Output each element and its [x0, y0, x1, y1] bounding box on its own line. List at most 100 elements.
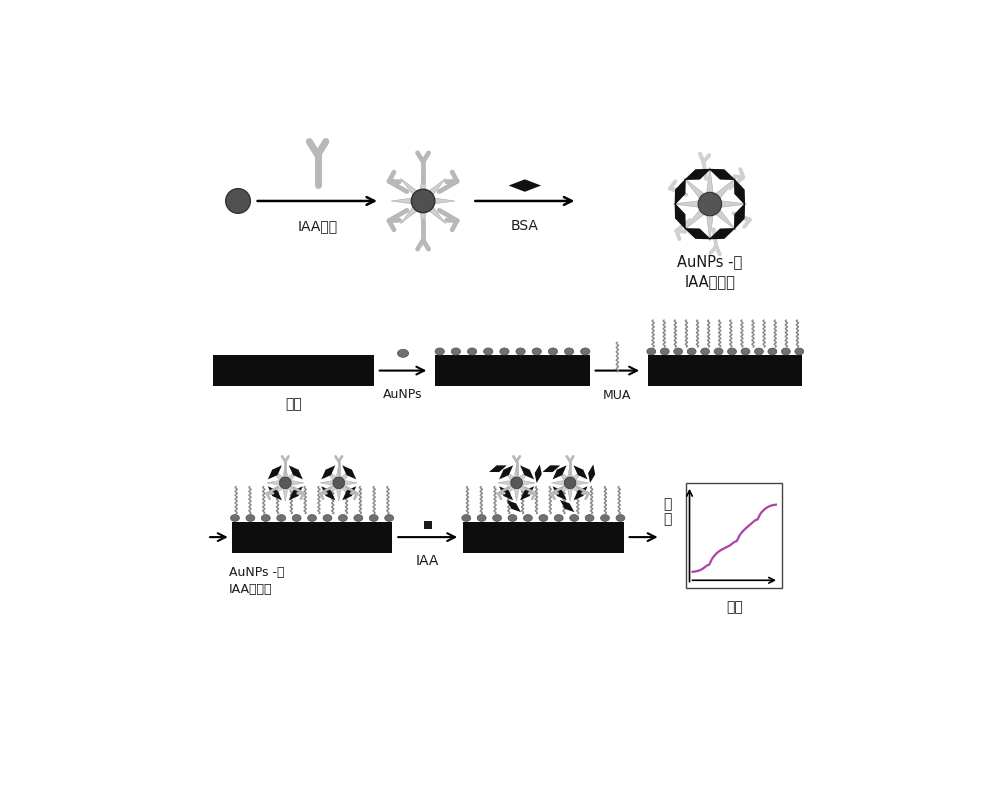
Ellipse shape [701, 348, 710, 355]
Polygon shape [734, 178, 745, 205]
Ellipse shape [570, 514, 579, 521]
Ellipse shape [741, 348, 750, 355]
Ellipse shape [308, 514, 316, 521]
Polygon shape [498, 465, 535, 501]
Polygon shape [289, 465, 303, 480]
Ellipse shape [601, 514, 609, 521]
Ellipse shape [467, 348, 477, 355]
Polygon shape [675, 178, 686, 205]
Polygon shape [520, 486, 534, 501]
Ellipse shape [532, 348, 541, 355]
Ellipse shape [354, 514, 363, 521]
Polygon shape [560, 500, 574, 512]
Ellipse shape [523, 514, 532, 521]
Polygon shape [506, 500, 521, 512]
Polygon shape [520, 465, 534, 480]
Ellipse shape [484, 348, 493, 355]
Bar [463, 521, 624, 553]
Ellipse shape [261, 514, 270, 521]
Ellipse shape [323, 514, 332, 521]
Ellipse shape [477, 514, 486, 521]
Ellipse shape [338, 514, 347, 521]
Ellipse shape [585, 514, 594, 521]
Bar [424, 521, 432, 529]
Text: AuNPs: AuNPs [383, 388, 423, 400]
Ellipse shape [369, 514, 378, 521]
Text: 电
流: 电 流 [664, 497, 672, 526]
Ellipse shape [554, 514, 563, 521]
Polygon shape [268, 486, 282, 501]
Ellipse shape [539, 514, 548, 521]
Polygon shape [321, 486, 335, 501]
Polygon shape [553, 486, 567, 501]
Ellipse shape [508, 514, 517, 521]
Bar [232, 521, 392, 553]
Polygon shape [535, 465, 542, 483]
Polygon shape [675, 203, 686, 230]
Polygon shape [573, 465, 588, 480]
Circle shape [411, 189, 435, 213]
Ellipse shape [277, 514, 286, 521]
Bar [213, 355, 374, 386]
Bar [648, 355, 802, 386]
Text: BSA: BSA [511, 219, 539, 233]
Circle shape [564, 477, 576, 489]
Polygon shape [342, 465, 356, 480]
Ellipse shape [728, 348, 736, 355]
Polygon shape [391, 169, 455, 233]
Polygon shape [684, 169, 711, 180]
Polygon shape [499, 486, 513, 501]
Polygon shape [709, 169, 736, 180]
Ellipse shape [660, 348, 669, 355]
Polygon shape [289, 486, 303, 501]
Ellipse shape [493, 514, 502, 521]
Ellipse shape [674, 348, 683, 355]
Polygon shape [509, 179, 541, 191]
Polygon shape [268, 465, 282, 480]
Circle shape [333, 477, 345, 489]
Ellipse shape [385, 514, 394, 521]
Polygon shape [499, 465, 513, 480]
Polygon shape [553, 465, 567, 480]
Circle shape [698, 192, 722, 215]
Ellipse shape [246, 514, 255, 521]
Ellipse shape [435, 348, 444, 355]
Ellipse shape [548, 348, 558, 355]
Circle shape [279, 477, 291, 489]
Circle shape [511, 477, 522, 489]
Polygon shape [320, 465, 357, 501]
Polygon shape [321, 465, 335, 480]
Polygon shape [543, 465, 560, 472]
Text: 电极: 电极 [285, 397, 302, 411]
Polygon shape [573, 486, 588, 501]
Ellipse shape [754, 348, 763, 355]
Polygon shape [489, 465, 507, 472]
Ellipse shape [781, 348, 790, 355]
Polygon shape [684, 228, 711, 239]
Bar [435, 355, 590, 386]
Polygon shape [673, 167, 747, 241]
Text: MUA: MUA [603, 389, 632, 402]
Polygon shape [552, 465, 589, 501]
Ellipse shape [616, 514, 625, 521]
Text: AuNPs -抗
IAA复合物: AuNPs -抗 IAA复合物 [677, 255, 742, 289]
Text: AuNPs -抗
IAA复合物: AuNPs -抗 IAA复合物 [229, 566, 284, 596]
Ellipse shape [564, 348, 574, 355]
Polygon shape [267, 465, 304, 501]
Ellipse shape [516, 348, 525, 355]
Polygon shape [709, 228, 736, 239]
Circle shape [226, 188, 250, 213]
Bar [686, 483, 782, 588]
Ellipse shape [768, 348, 777, 355]
Ellipse shape [397, 349, 409, 357]
Ellipse shape [451, 348, 461, 355]
Ellipse shape [687, 348, 696, 355]
Polygon shape [734, 203, 745, 230]
Polygon shape [588, 465, 595, 483]
Text: IAA: IAA [416, 554, 439, 569]
Ellipse shape [714, 348, 723, 355]
Polygon shape [342, 486, 356, 501]
Text: 时间: 时间 [726, 600, 743, 614]
Text: IAA抗体: IAA抗体 [298, 219, 338, 233]
Ellipse shape [647, 348, 656, 355]
